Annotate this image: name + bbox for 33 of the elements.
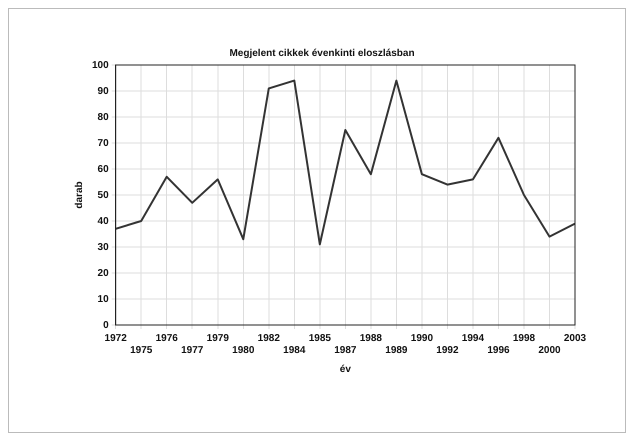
x-tick-label: 1975 bbox=[130, 344, 153, 356]
x-tick-label: 1984 bbox=[283, 344, 306, 356]
y-tick-label: 60 bbox=[98, 164, 110, 175]
x-tick-label: 1998 bbox=[512, 332, 536, 344]
x-axis-title: év bbox=[340, 364, 352, 375]
x-tick-label: 1979 bbox=[206, 332, 230, 344]
y-axis-title: darab bbox=[74, 181, 85, 209]
x-tick-label: 2000 bbox=[538, 344, 562, 356]
x-tick-label: 1980 bbox=[232, 344, 255, 356]
x-tick-label: 1987 bbox=[334, 344, 357, 356]
chart-title: Megjelent cikkek évenkinti eloszlásban bbox=[229, 48, 415, 59]
x-tick-label: 1994 bbox=[462, 332, 484, 344]
y-tick-label: 50 bbox=[98, 190, 110, 201]
x-tick-label: 1996 bbox=[487, 344, 510, 356]
y-tick-label: 100 bbox=[92, 60, 110, 71]
y-tick-label: 90 bbox=[98, 86, 110, 97]
x-tick-label: 1985 bbox=[308, 332, 332, 344]
y-tick-label: 10 bbox=[98, 294, 110, 305]
x-tick-label: 1992 bbox=[436, 344, 459, 356]
x-tick-label: 1982 bbox=[258, 332, 280, 344]
y-tick-label: 20 bbox=[98, 268, 110, 279]
y-tick-label: 0 bbox=[103, 320, 110, 331]
y-tick-label: 40 bbox=[98, 216, 110, 227]
x-tick-label: 2003 bbox=[564, 332, 587, 344]
x-tick-label: 1972 bbox=[104, 332, 128, 344]
y-tick-label: 30 bbox=[98, 242, 110, 253]
x-tick-label: 1989 bbox=[385, 344, 408, 356]
y-tick-label: 80 bbox=[98, 112, 110, 123]
x-tick-label: 1977 bbox=[181, 344, 204, 356]
x-tick-label: 1990 bbox=[410, 332, 434, 344]
x-tick-label: 1976 bbox=[156, 332, 178, 344]
y-tick-label: 70 bbox=[98, 138, 110, 149]
x-tick-label: 1988 bbox=[360, 332, 382, 344]
